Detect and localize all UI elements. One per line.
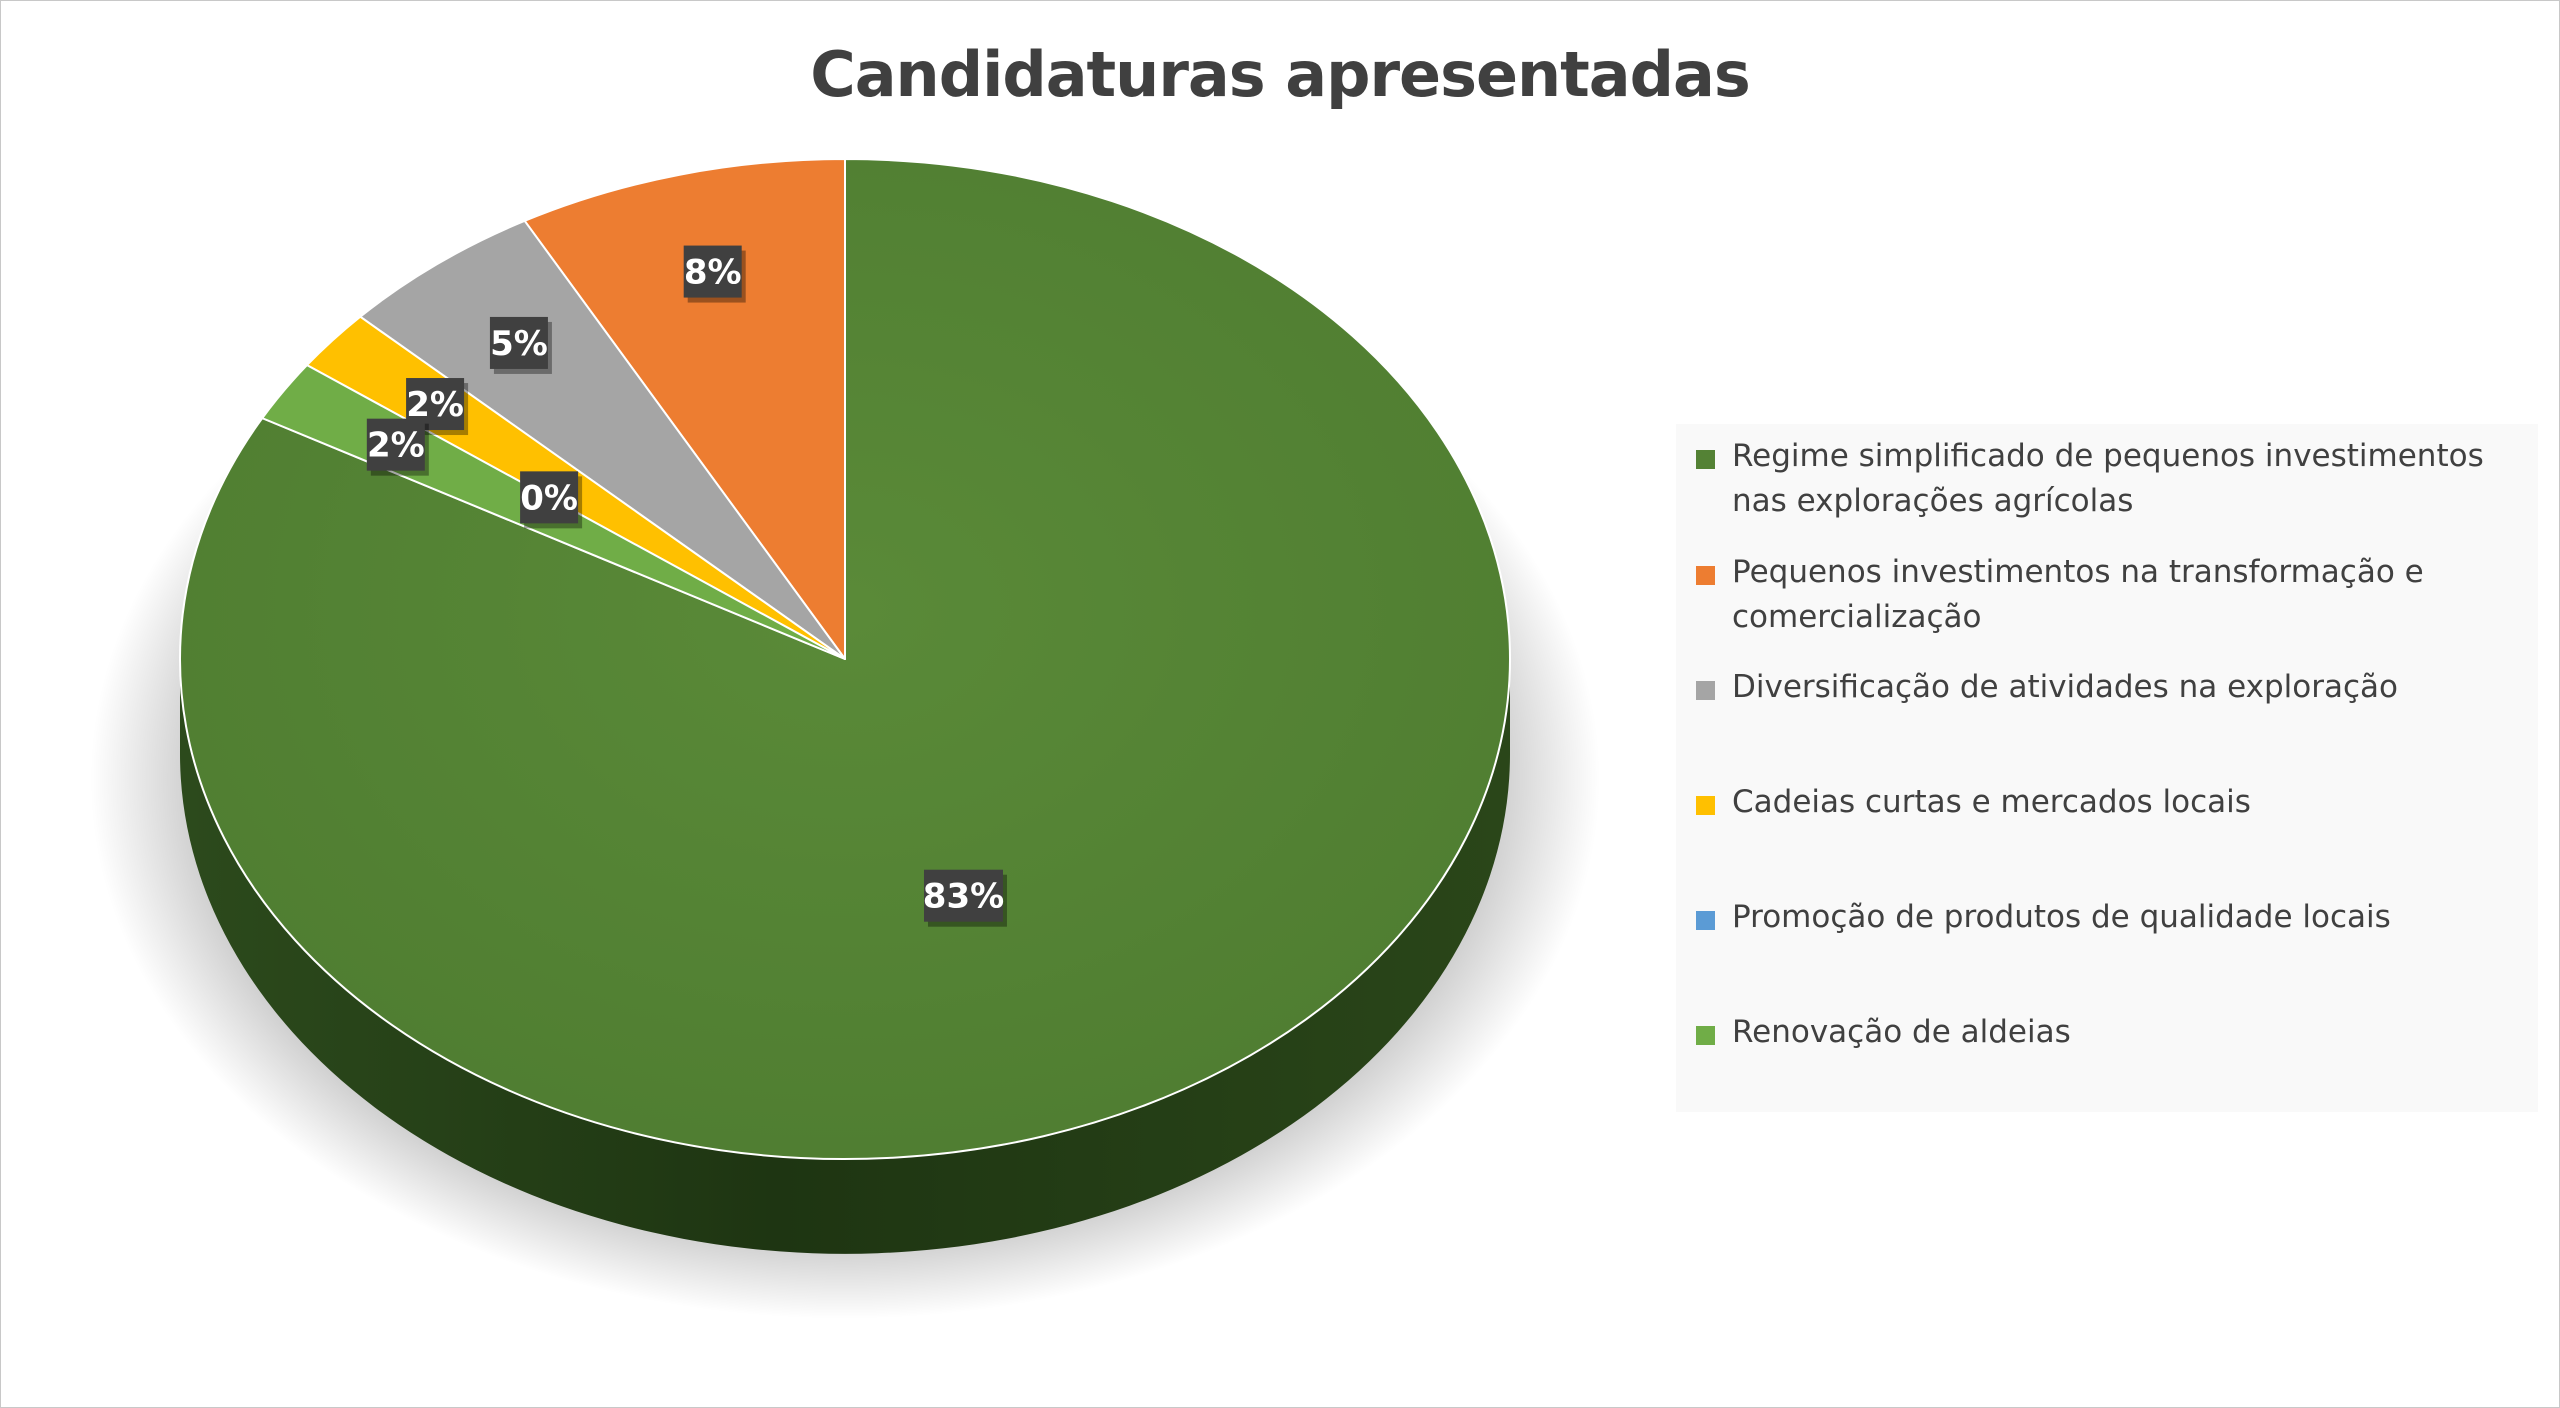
data-label-2: 8% [684, 253, 742, 293]
data-label-5: 0% [520, 478, 578, 518]
pie-slice-2 [523, 158, 846, 660]
legend-label-4: Cadeias curtas e mercados locais [1732, 784, 2251, 820]
legend-item-6: Renovação de aldeias [1696, 1010, 2526, 1055]
chart-title: Candidaturas apresentadas [810, 38, 1751, 111]
data-label-4: 2% [406, 385, 464, 425]
legend-label-5: Promoção de produtos de qualidade locais [1732, 899, 2391, 935]
legend-swatch-6 [1696, 1026, 1715, 1045]
legend: Regime simplificado de pequenos investim… [1676, 424, 2538, 1112]
legend-swatch-2 [1696, 566, 1715, 585]
legend-swatch-5 [1696, 911, 1715, 930]
legend-label-3: Diversificação de atividades na exploraç… [1732, 669, 2398, 705]
data-label-box-6 [366, 418, 425, 471]
legend-swatch-3 [1696, 681, 1715, 700]
legend-label-2: Pequenos investimentos na transformação … [1732, 554, 2424, 635]
legend-label-1: Regime simplificado de pequenos investim… [1732, 438, 2484, 519]
data-label-box-2 [683, 245, 742, 298]
legend-item-4: Cadeias curtas e mercados locais [1696, 780, 2526, 825]
legend-item-2: Pequenos investimentos na transformação … [1696, 550, 2526, 640]
legend-swatch-4 [1696, 796, 1715, 815]
legend-swatch-1 [1696, 450, 1715, 469]
data-label-3: 5% [490, 324, 548, 364]
data-label-box-3 [489, 316, 548, 369]
legend-label-6: Renovação de aldeias [1732, 1014, 2071, 1050]
legend-item-5: Promoção de produtos de qualidade locais [1696, 895, 2526, 940]
legend-item-1: Regime simplificado de pequenos investim… [1696, 434, 2526, 524]
data-label-box-1 [923, 869, 1003, 922]
data-label-1: 83% [923, 877, 1004, 917]
pie-slice-3 [359, 219, 846, 660]
data-label-box-5 [520, 471, 579, 524]
pie-side-wall [180, 659, 1510, 1254]
legend-item-3: Diversificação de atividades na exploraç… [1696, 665, 2526, 710]
data-label-6: 2% [367, 426, 425, 466]
